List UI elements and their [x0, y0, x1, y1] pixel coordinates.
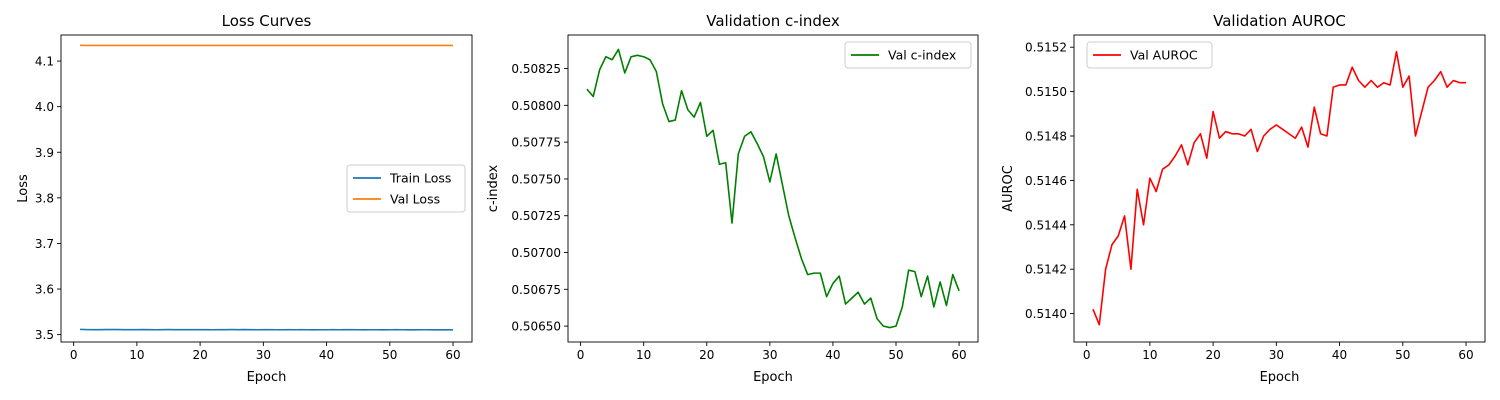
plot-frame	[1073, 34, 1486, 343]
y-tick-label: 0.50750	[511, 172, 561, 186]
y-tick-label: 0.5140	[1025, 307, 1067, 321]
y-tick-label: 3.9	[35, 146, 54, 160]
x-tick-label: 50	[382, 348, 397, 362]
legend: Val c-index	[844, 41, 972, 69]
x-tick-label: 60	[445, 348, 460, 362]
x-tick-label: 10	[1142, 348, 1157, 362]
y-tick-label: 0.50700	[511, 246, 561, 260]
chart-title: Validation AUROC	[1213, 12, 1346, 30]
y-tick-label: 3.6	[35, 283, 54, 297]
legend: Val AUROC	[1086, 41, 1213, 69]
y-tick-label: 0.5150	[1025, 85, 1067, 99]
x-tick-label: 10	[636, 348, 651, 362]
x-tick-label: 60	[1458, 348, 1473, 362]
x-tick-label: 10	[129, 348, 144, 362]
y-tick-label: 0.50825	[511, 62, 561, 76]
y-tick-label: 4.1	[35, 55, 54, 69]
chart-title: Loss Curves	[222, 12, 312, 30]
series-line-1	[1092, 50, 1467, 326]
y-tick-label: 0.50650	[511, 320, 561, 334]
x-tick-label: 0	[1083, 348, 1091, 362]
y-tick-label: 0.50675	[511, 283, 561, 297]
legend-label: Val c-index	[888, 48, 956, 63]
x-tick-label: 20	[1205, 348, 1220, 362]
legend-label: Train Loss	[389, 171, 451, 186]
series-line-1	[586, 48, 960, 329]
x-tick-label: 40	[1332, 348, 1347, 362]
legend-box	[346, 164, 466, 213]
plot-frame	[567, 34, 979, 343]
x-axis-label: Epoch	[247, 370, 287, 385]
y-axis-label: AUROC	[1001, 165, 1016, 212]
y-tick-label: 0.5146	[1025, 174, 1067, 188]
y-tick-label: 0.50775	[511, 136, 561, 150]
y-axis-label: Loss	[16, 174, 31, 203]
y-tick-label: 0.5142	[1025, 263, 1067, 277]
x-tick-label: 0	[70, 348, 78, 362]
x-tick-label: 50	[888, 348, 903, 362]
x-tick-label: 30	[256, 348, 271, 362]
y-tick-label: 3.5	[35, 328, 54, 342]
y-tick-label: 4.0	[35, 100, 54, 114]
legend-box	[844, 41, 972, 69]
legend-box	[1086, 41, 1213, 69]
x-tick-label: 50	[1395, 348, 1410, 362]
y-tick-label: 0.50725	[511, 209, 561, 223]
x-tick-label: 20	[699, 348, 714, 362]
x-axis-label: Epoch	[1260, 370, 1300, 385]
y-tick-label: 0.5144	[1025, 218, 1067, 232]
y-tick-label: 0.5148	[1025, 130, 1067, 144]
y-tick-label: 3.8	[35, 191, 54, 205]
legend: Train Loss Val Loss	[346, 164, 466, 213]
subplot-3: Validation AUROC 0 10 20 30 40 50 60 0.5140 0.514…	[1001, 12, 1486, 385]
x-tick-label: 30	[762, 348, 777, 362]
y-axis-label: c-index	[486, 164, 501, 212]
x-tick-label: 60	[951, 348, 966, 362]
x-axis-label: Epoch	[753, 370, 793, 385]
subplot-2: Validation c-index 0 10 20 30 40 50 60 0.50650 0.…	[486, 12, 979, 385]
legend-label: Val Loss	[390, 192, 440, 207]
x-tick-label: 30	[1269, 348, 1284, 362]
y-tick-label: 3.7	[35, 237, 54, 251]
subplot-1: Loss Curves 0 10 20 30 40 50 60 3.5 3.6 3.7 3.8 3.9 4…	[16, 12, 473, 385]
y-tick-label: 0.5152	[1025, 41, 1067, 55]
y-tick-label: 0.50800	[511, 99, 561, 113]
x-tick-label: 20	[192, 348, 207, 362]
x-tick-label: 40	[319, 348, 334, 362]
legend-label: Val AUROC	[1130, 48, 1198, 63]
chart-title: Validation c-index	[706, 12, 840, 30]
plot-frame	[60, 34, 473, 343]
x-tick-label: 0	[577, 348, 585, 362]
x-tick-label: 40	[825, 348, 840, 362]
